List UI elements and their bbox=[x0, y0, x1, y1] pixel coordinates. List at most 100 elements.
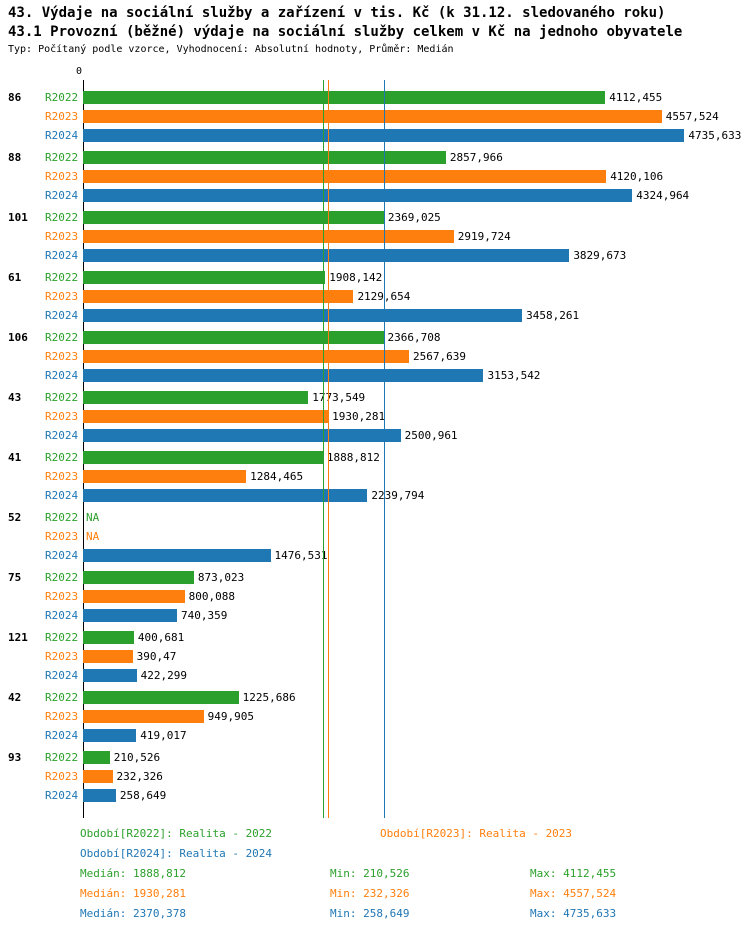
legend-item-r2023: Období[R2023]: Realita - 2023 bbox=[380, 827, 573, 840]
bar-group: 61 R2022 1908,142 R2023 2129,654 R2024 3458,26… bbox=[0, 268, 750, 325]
series-label: R2024 bbox=[45, 249, 79, 262]
category-label: 52 bbox=[8, 511, 22, 524]
min-stat-r2022: Min: 210,526 bbox=[330, 867, 410, 880]
bar bbox=[83, 290, 354, 303]
bar-row: R2024 2239,794 bbox=[0, 486, 750, 505]
series-label: R2024 bbox=[45, 789, 79, 802]
value-label: 210,526 bbox=[113, 751, 161, 764]
max-stat-r2022: Max: 4112,455 bbox=[530, 867, 617, 880]
bar-row: R2023 390,47 bbox=[0, 647, 750, 666]
bar bbox=[83, 710, 204, 723]
bar-row: R2024 2500,961 bbox=[0, 426, 750, 445]
bar-row: R2024 258,649 bbox=[0, 786, 750, 805]
series-label: R2023 bbox=[45, 230, 79, 243]
bar bbox=[83, 489, 368, 502]
series-label: R2023 bbox=[45, 770, 79, 783]
series-label: R2022 bbox=[45, 391, 79, 404]
series-label: R2023 bbox=[45, 650, 79, 663]
bar-row: R2022 2369,025 bbox=[0, 208, 750, 227]
bar-row: R2022 1773,549 bbox=[0, 388, 750, 407]
bar-row: R2022 2857,966 bbox=[0, 148, 750, 167]
value-label: 1225,686 bbox=[242, 691, 296, 704]
median-line bbox=[384, 80, 385, 818]
bar-groups: 86 R2022 4112,455 R2023 4557,524 R2024 4735,63… bbox=[0, 88, 750, 808]
series-label: R2023 bbox=[45, 290, 79, 303]
bar-row: R2022 2366,708 bbox=[0, 328, 750, 347]
series-label: R2024 bbox=[45, 489, 79, 502]
value-label: 3458,261 bbox=[526, 309, 580, 322]
axis-origin-label: 0 bbox=[75, 66, 82, 77]
bar-group: 42 R2022 1225,686 R2023 949,905 R2024 419,017 bbox=[0, 688, 750, 745]
chart-meta: Typ: Počítaný podle vzorce, Vyhodnocení:… bbox=[8, 44, 454, 55]
bar-row: R2024 740,359 bbox=[0, 606, 750, 625]
bar-row: R2024 422,299 bbox=[0, 666, 750, 685]
bar-group: 86 R2022 4112,455 R2023 4557,524 R2024 4735,63… bbox=[0, 88, 750, 145]
value-label: 1773,549 bbox=[312, 391, 366, 404]
series-label: R2023 bbox=[45, 410, 79, 423]
bar-group: 93 R2022 210,526 R2023 232,326 R2024 258,649 bbox=[0, 748, 750, 805]
bar-row: R2024 419,017 bbox=[0, 726, 750, 745]
value-label: 232,326 bbox=[116, 770, 163, 783]
min-stat-r2023: Min: 232,326 bbox=[330, 887, 410, 900]
bar-row: R2022 1888,812 bbox=[0, 448, 750, 467]
bar-row: R2022 1908,142 bbox=[0, 268, 750, 287]
value-label: 800,088 bbox=[188, 590, 235, 603]
series-label: R2022 bbox=[45, 331, 79, 344]
value-label: 258,649 bbox=[119, 789, 167, 802]
series-label: R2023 bbox=[45, 170, 79, 183]
bar-row: R2023 2567,639 bbox=[0, 347, 750, 366]
series-label: R2023 bbox=[45, 110, 79, 123]
bar bbox=[83, 451, 323, 464]
bar bbox=[83, 129, 685, 142]
bar bbox=[83, 410, 329, 423]
category-label: 75 bbox=[8, 571, 22, 584]
value-label: 4557,524 bbox=[665, 110, 719, 123]
bar bbox=[83, 350, 410, 363]
category-label: 101 bbox=[8, 211, 28, 224]
value-label: 1476,531 bbox=[274, 549, 328, 562]
bar-row: R2024 3458,261 bbox=[0, 306, 750, 325]
bar bbox=[83, 429, 401, 442]
series-label: R2024 bbox=[45, 609, 79, 622]
bar bbox=[83, 650, 133, 663]
bar-row: R2023 NA bbox=[0, 527, 750, 546]
value-label: 4120,106 bbox=[610, 170, 664, 183]
bar-group: 52 R2022 NA R2023 NA R2024 1476,531 bbox=[0, 508, 750, 565]
series-label: R2023 bbox=[45, 530, 79, 543]
value-label: 419,017 bbox=[140, 729, 187, 742]
value-label: 2567,639 bbox=[413, 350, 467, 363]
bar-group: 75 R2022 873,023 R2023 800,088 R2024 740,359 bbox=[0, 568, 750, 625]
series-label: R2022 bbox=[45, 211, 79, 224]
max-stat-r2023: Max: 4557,524 bbox=[530, 887, 617, 900]
bar bbox=[83, 549, 271, 562]
value-label: 2857,966 bbox=[449, 151, 503, 164]
series-label: R2024 bbox=[45, 549, 79, 562]
bar bbox=[83, 789, 116, 802]
category-label: 43 bbox=[8, 391, 22, 404]
value-label: 949,905 bbox=[207, 710, 254, 723]
series-label: R2023 bbox=[45, 590, 79, 603]
bar-row: R2024 4324,964 bbox=[0, 186, 750, 205]
bar-row: R2022 400,681 bbox=[0, 628, 750, 647]
value-label: 1888,812 bbox=[326, 451, 380, 464]
bar bbox=[83, 751, 110, 764]
series-label: R2024 bbox=[45, 729, 79, 742]
series-label: R2023 bbox=[45, 470, 79, 483]
bar bbox=[83, 571, 194, 584]
series-label: R2024 bbox=[45, 189, 79, 202]
value-label: 400,681 bbox=[137, 631, 185, 644]
series-label: R2023 bbox=[45, 350, 79, 363]
bar-row: R2023 949,905 bbox=[0, 707, 750, 726]
bar bbox=[83, 211, 384, 224]
median-stat-r2023: Medián: 1930,281 bbox=[80, 887, 186, 900]
bar-row: R2023 4120,106 bbox=[0, 167, 750, 186]
median-line bbox=[328, 80, 330, 818]
series-label: R2022 bbox=[45, 151, 79, 164]
value-label: 2366,708 bbox=[387, 331, 441, 344]
bar-row: R2024 3829,673 bbox=[0, 246, 750, 265]
bar bbox=[83, 309, 523, 322]
series-label: R2022 bbox=[45, 271, 79, 284]
median-stat-r2024: Medián: 2370,378 bbox=[80, 907, 186, 920]
bar-row: R2022 NA bbox=[0, 508, 750, 527]
